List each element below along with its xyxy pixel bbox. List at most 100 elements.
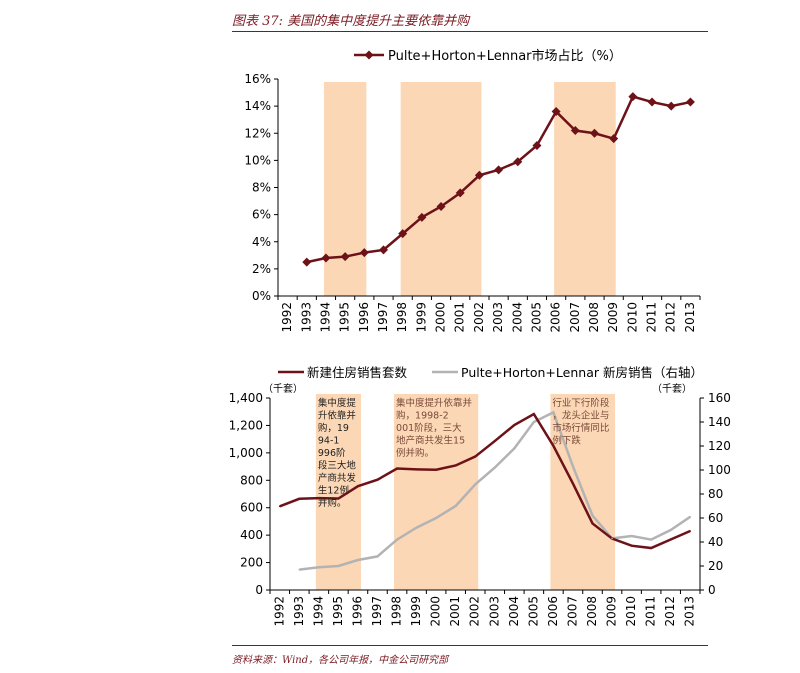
left-y-tick-label: 800 <box>240 473 263 487</box>
data-point <box>590 128 599 138</box>
data-point <box>609 134 619 144</box>
data-point <box>570 126 580 136</box>
x-tick-label: 2012 <box>663 596 677 627</box>
y-tick-label: 10% <box>244 153 271 167</box>
source-note: 资料来源：Wind，各公司年报，中金公司研究部 <box>232 655 449 666</box>
right-y-tick-label: 60 <box>708 511 723 525</box>
x-tick-label: 2011 <box>645 302 659 333</box>
data-point <box>318 566 320 568</box>
data-point <box>376 478 379 481</box>
y-tick-label: 16% <box>244 72 271 86</box>
data-point <box>340 252 350 262</box>
data-point <box>669 529 672 531</box>
x-tick-label: 1996 <box>357 302 371 333</box>
x-tick-label: 1995 <box>331 596 345 627</box>
data-point <box>379 245 388 255</box>
top-rule <box>232 31 708 32</box>
data-point <box>454 505 457 507</box>
data-point <box>552 445 555 447</box>
annotation-2: 行业下行阶段，龙头企业与市场行情同比例下跌 <box>552 397 610 447</box>
data-point <box>666 101 676 111</box>
x-tick-label: 2008 <box>587 302 601 333</box>
left-y-tick-label: 0 <box>255 583 263 597</box>
data-point <box>552 411 555 414</box>
x-tick-label: 1997 <box>376 302 390 333</box>
data-point <box>396 467 398 470</box>
data-point <box>647 97 657 107</box>
right-y-tick-label: 40 <box>708 535 723 549</box>
data-point <box>298 498 301 500</box>
right-y-tick-label: 140 <box>708 415 731 429</box>
right-y-tick-label: 120 <box>708 439 731 453</box>
data-point <box>357 559 359 561</box>
x-tick-label: 1992 <box>280 302 294 333</box>
x-tick-label: 1994 <box>318 302 332 333</box>
y-tick-label: 4% <box>252 235 271 249</box>
data-point <box>298 568 301 571</box>
x-tick-label: 2000 <box>434 302 448 333</box>
data-point <box>494 165 504 175</box>
y-tick-label: 8% <box>252 181 271 195</box>
data-point <box>689 516 692 518</box>
legend-label: Pulte+Horton+Lennar市场占比（%） <box>388 48 622 64</box>
legend-label-right: Pulte+Horton+Lennar 新房销售（右轴） <box>461 365 703 380</box>
series-line-left-axis <box>279 412 691 550</box>
data-point <box>302 257 312 267</box>
x-tick-label: 1997 <box>370 596 384 627</box>
data-point <box>321 253 331 263</box>
data-point <box>650 538 652 541</box>
data-point <box>572 465 574 468</box>
data-point <box>436 201 446 211</box>
data-point <box>533 421 535 423</box>
x-tick-label: 1999 <box>414 302 428 333</box>
data-point <box>493 466 496 469</box>
right-y-tick-label: 100 <box>708 463 731 477</box>
x-tick-label: 1996 <box>350 596 364 627</box>
data-point <box>650 547 652 549</box>
x-tick-label: 2006 <box>549 302 563 333</box>
x-tick-label: 2000 <box>429 596 443 627</box>
x-tick-label: 2013 <box>683 302 697 333</box>
legend-marker <box>364 50 374 60</box>
data-point <box>417 212 427 222</box>
x-tick-label: 2005 <box>526 596 540 627</box>
x-tick-label: 1995 <box>338 302 352 333</box>
left-y-tick-label: 400 <box>240 528 263 542</box>
shaded-period-0 <box>315 394 361 590</box>
data-point <box>376 555 379 558</box>
shaded-period-2 <box>554 82 616 296</box>
shaded-period-0 <box>323 82 367 296</box>
data-point <box>359 248 369 258</box>
shaded-period-1 <box>394 394 479 590</box>
x-tick-label: 1999 <box>409 596 423 627</box>
data-point <box>474 483 477 486</box>
right-y-tick-label: 80 <box>708 487 723 501</box>
x-tick-label: 2006 <box>546 596 560 627</box>
data-point <box>357 485 359 487</box>
x-tick-label: 1993 <box>299 302 313 333</box>
x-tick-label: 1994 <box>311 596 325 627</box>
data-point <box>572 482 574 485</box>
x-tick-label: 2010 <box>625 302 639 333</box>
x-tick-label: 2009 <box>605 596 619 627</box>
data-point <box>533 413 535 415</box>
left-y-tick-label: 600 <box>240 501 263 515</box>
y-tick-label: 2% <box>252 262 271 276</box>
x-tick-label: 2002 <box>472 302 486 333</box>
y-tick-label: 6% <box>252 208 271 222</box>
data-point <box>454 464 457 467</box>
data-point <box>278 505 281 508</box>
y-tick-label: 0% <box>252 289 271 303</box>
data-point <box>474 170 484 180</box>
left-axis-unit: （千套） <box>263 382 303 395</box>
data-point <box>630 544 633 547</box>
x-tick-label: 2007 <box>565 596 579 627</box>
data-point <box>318 497 320 499</box>
data-point <box>532 140 542 150</box>
data-point <box>474 455 477 458</box>
right-y-tick-label: 20 <box>708 559 723 573</box>
left-y-tick-label: 1,000 <box>229 446 263 460</box>
data-point <box>337 497 340 500</box>
data-point <box>513 447 516 450</box>
data-point <box>415 468 418 471</box>
